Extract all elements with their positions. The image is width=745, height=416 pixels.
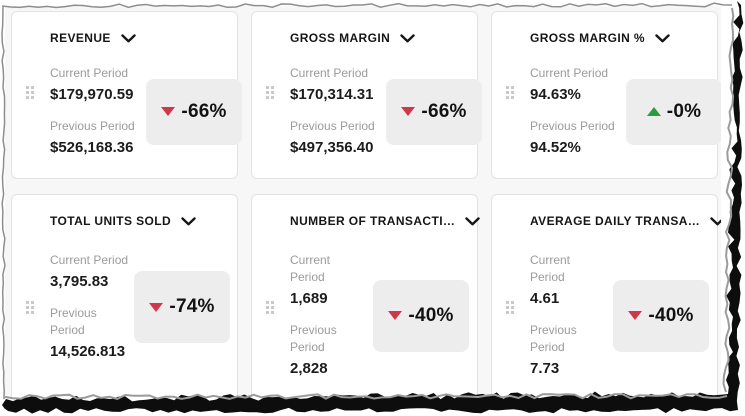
trend-percentage: -66% [181,100,227,122]
kpi-card-gross-margin-pct: GROSS MARGIN % Current Period 94.63% Pre… [491,11,721,179]
kpi-card-gross-margin: GROSS MARGIN Current Period $170,314.31 … [251,11,482,179]
trend-badge: -40% [373,279,469,352]
card-title: TOTAL UNITS SOLD [50,214,172,228]
current-period-value: 4.61 [530,290,560,307]
drag-handle-icon[interactable] [266,86,269,89]
current-period-label: Current Period [50,253,129,267]
previous-period-value: $526,168.36 [50,139,134,156]
trend-badge: -40% [613,279,709,352]
trend-percentage: -40% [648,304,694,326]
trend-down-icon [388,311,403,320]
previous-period-value: $497,356.40 [290,139,374,156]
drag-handle-icon[interactable] [506,86,509,89]
previous-period-label: Previous Period [50,119,135,133]
kpi-grid: REVENUE Current Period $179,970.59 Previ… [5,6,721,398]
card-title: REVENUE [50,31,111,45]
trend-badge: -66% [386,78,482,145]
trend-percentage: -66% [421,100,467,122]
trend-down-icon [628,311,643,320]
kpi-card-number-of-transactions: NUMBER OF TRANSACTI… Current Period 1,68… [251,194,481,398]
card-title: GROSS MARGIN % [530,31,645,45]
kpi-card-total-units-sold: TOTAL UNITS SOLD Current Period 3,795.83… [11,194,238,398]
previous-period-label: Previous Period [290,119,375,133]
trend-down-icon [161,107,176,116]
current-period-value: $179,970.59 [50,86,134,103]
previous-period-label: Previous Period [50,306,97,337]
card-title: GROSS MARGIN [290,31,391,45]
previous-period-value: 94.52% [530,139,581,156]
drag-handle-icon[interactable] [26,301,29,304]
drag-handle-icon[interactable] [26,86,29,89]
previous-period-value: 7.73 [530,360,560,377]
chevron-down-icon[interactable] [710,216,721,226]
previous-period-label: Previous Period [530,323,577,354]
previous-period-value: 2,828 [290,360,328,377]
current-period-value: 3,795.83 [50,273,109,290]
current-period-value: 1,689 [290,290,328,307]
chevron-down-icon[interactable] [655,33,670,43]
kpi-card-revenue: REVENUE Current Period $179,970.59 Previ… [11,11,242,179]
chevron-down-icon[interactable] [121,33,136,43]
drag-handle-icon[interactable] [506,301,509,304]
chevron-down-icon[interactable] [465,216,481,226]
chevron-down-icon[interactable] [400,33,415,43]
card-title: NUMBER OF TRANSACTI… [290,214,456,228]
trend-badge: -66% [146,78,242,145]
current-period-label: Current Period [530,66,609,80]
trend-up-icon [646,107,661,116]
trend-down-icon [149,302,164,312]
kpi-dashboard: REVENUE Current Period $179,970.59 Previ… [5,6,721,398]
current-period-label: Current Period [290,66,369,80]
current-period-label: Current Period [290,253,331,284]
card-title: AVERAGE DAILY TRANSA… [530,214,701,228]
previous-period-value: 14,526.813 [50,343,126,360]
previous-period-label: Previous Period [290,323,337,354]
trend-badge: -0% [626,78,721,145]
trend-percentage: -0% [666,100,702,122]
current-period-value: 94.63% [530,86,581,103]
trend-badge: -74% [134,271,230,343]
kpi-card-average-daily-transactions: AVERAGE DAILY TRANSA… Current Period 4.6… [491,194,721,398]
trend-percentage: -74% [169,296,215,317]
chevron-down-icon[interactable] [181,216,196,226]
current-period-value: $170,314.31 [290,86,374,103]
trend-percentage: -40% [408,304,454,326]
drag-handle-icon[interactable] [266,301,269,304]
current-period-label: Current Period [530,253,571,284]
previous-period-label: Previous Period [530,119,615,133]
current-period-label: Current Period [50,66,129,80]
trend-down-icon [401,107,416,116]
